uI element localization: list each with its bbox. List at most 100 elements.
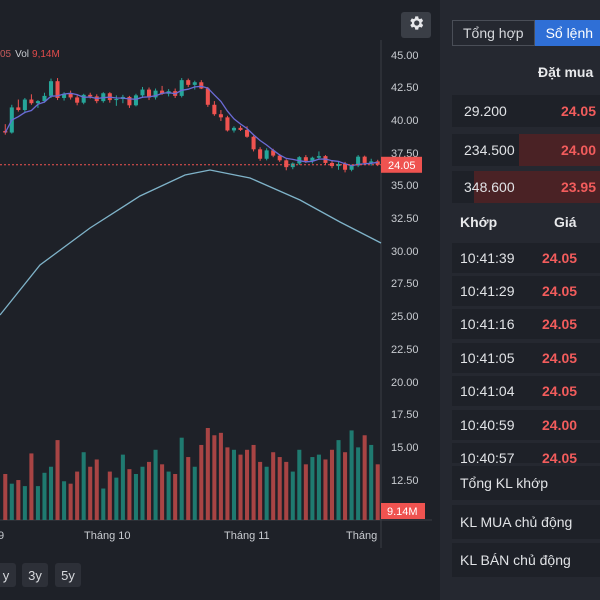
volume-bar	[120, 454, 125, 520]
x-axis-tick-label: Tháng	[346, 530, 377, 542]
candle-body	[75, 97, 80, 103]
candle-body	[245, 129, 250, 137]
stat-active-buy: KL MUA chủ động	[452, 505, 600, 539]
candle-body	[362, 156, 367, 163]
range-button-5y[interactable]: 5y	[55, 563, 81, 587]
candle-body	[16, 107, 21, 111]
match-time: 10:41:16	[460, 316, 515, 332]
match-price: 24.05	[542, 350, 578, 366]
candle-body	[199, 82, 204, 89]
candle-body	[218, 114, 223, 118]
chart-settings-button[interactable]	[401, 12, 431, 38]
stat-label: KL MUA chủ động	[460, 514, 573, 530]
candle-body	[192, 82, 197, 85]
y-axis-tick-label: 35.00	[391, 180, 419, 192]
volume-bar	[316, 454, 321, 520]
bid-row[interactable]: 234.500 24.00	[452, 134, 600, 166]
match-price: 24.05	[542, 383, 578, 399]
volume-bar	[153, 449, 158, 520]
volume-bar	[258, 461, 263, 520]
bid-header: Đặt mua	[538, 64, 594, 80]
match-row: 10:41:29 24.05	[452, 276, 600, 306]
volume-bar	[48, 466, 54, 520]
candle-body	[310, 157, 315, 161]
match-row: 10:41:39 24.05	[452, 243, 600, 273]
match-time: 10:40:59	[460, 417, 515, 433]
last-volume-tag-label: 9.14M	[387, 506, 418, 518]
y-axis-tick-label: 32.50	[391, 213, 419, 225]
volume-bar	[238, 454, 243, 520]
x-axis-tick-label: Tháng 10	[84, 530, 130, 542]
match-time: 10:40:57	[460, 450, 515, 463]
volume-bar	[231, 449, 236, 520]
volume-bar	[173, 474, 178, 520]
candle-body	[349, 165, 354, 170]
stat-label: Tổng KL khớp	[460, 475, 549, 491]
volume-legend-label: Vol	[15, 49, 30, 60]
volume-legend: 05 Vol 9,14M	[0, 49, 60, 60]
x-axis-tick-label: Tháng 11	[224, 530, 270, 542]
candle-body	[62, 93, 67, 98]
y-axis-tick-label: 27.50	[391, 278, 419, 290]
y-axis-tick-label: 12.50	[391, 475, 419, 487]
volume-bar	[133, 474, 138, 520]
tab-summary[interactable]: Tổng hợp	[452, 20, 535, 46]
volume-bar	[310, 457, 315, 520]
volume-bar	[356, 447, 361, 520]
range-button-1y[interactable]: y	[0, 563, 16, 587]
match-row: 10:40:59 24.00	[452, 410, 600, 440]
candle-body	[336, 163, 341, 167]
candle-body	[212, 104, 217, 115]
candle-body	[81, 94, 86, 103]
volume-bar	[114, 477, 119, 520]
volume-bar	[68, 483, 73, 520]
volume-bar	[75, 471, 80, 520]
volume-bar	[225, 447, 230, 520]
candle-body	[127, 96, 132, 106]
volume-bar	[94, 459, 99, 520]
candle-body	[22, 99, 27, 111]
stat-total-volume: Tổng KL khớp	[452, 466, 600, 500]
candle-body	[251, 136, 256, 150]
candle-body	[258, 149, 263, 159]
bid-price: 24.05	[560, 103, 596, 119]
match-price: 24.05	[542, 283, 578, 299]
candlestick-chart[interactable]: 45.0042.5040.0037.5035.0032.5030.0027.50…	[0, 0, 432, 600]
stat-label: KL BÁN chủ động	[460, 552, 571, 568]
candle-body	[140, 89, 145, 96]
y-axis-tick-label: 30.00	[391, 246, 419, 258]
candle-body	[303, 157, 308, 161]
candle-body	[225, 117, 230, 131]
volume-bar	[264, 466, 269, 520]
order-book-tabs: Tổng hợp Sổ lệnh	[452, 20, 600, 46]
volume-legend-value: 9,14M	[32, 49, 60, 60]
volume-bar	[3, 474, 8, 520]
bid-row[interactable]: 29.200 24.05	[452, 95, 600, 127]
volume-bar	[62, 481, 67, 520]
bid-price: 23.95	[560, 179, 596, 195]
last-price-tag-label: 24.05	[388, 160, 416, 172]
price-chart-panel[interactable]: 45.00 42.50 40.00 37.50 35.00 32.50 30.00 27.50…	[0, 0, 432, 600]
volume-bar	[166, 471, 171, 520]
order-book-panel: Tổng hợp Sổ lệnh Đặt mua 29.200 24.05 23…	[440, 0, 600, 600]
bid-row[interactable]: 348.600 23.95	[452, 171, 600, 203]
volume-bar	[186, 457, 191, 520]
volume-bar	[323, 459, 328, 520]
match-row: 10:41:16 24.05	[452, 309, 600, 339]
candle-body	[160, 90, 165, 94]
match-time: 10:41:05	[460, 350, 515, 366]
y-axis-tick-label: 25.00	[391, 311, 419, 323]
range-button-3y[interactable]: 3y	[22, 563, 48, 587]
volume-bar	[179, 437, 184, 520]
volume-bar	[205, 428, 210, 520]
ma-slow-line	[0, 169, 382, 316]
volume-bar	[218, 432, 223, 520]
bid-volume-bar	[474, 171, 600, 203]
candle-body	[88, 94, 93, 97]
y-axis-tick-label: 17.50	[391, 409, 419, 421]
candle-body	[205, 88, 210, 105]
candle-body	[68, 93, 73, 98]
volume-bar	[55, 440, 60, 520]
candle-body	[356, 156, 361, 166]
tab-order-book[interactable]: Sổ lệnh	[534, 20, 600, 46]
